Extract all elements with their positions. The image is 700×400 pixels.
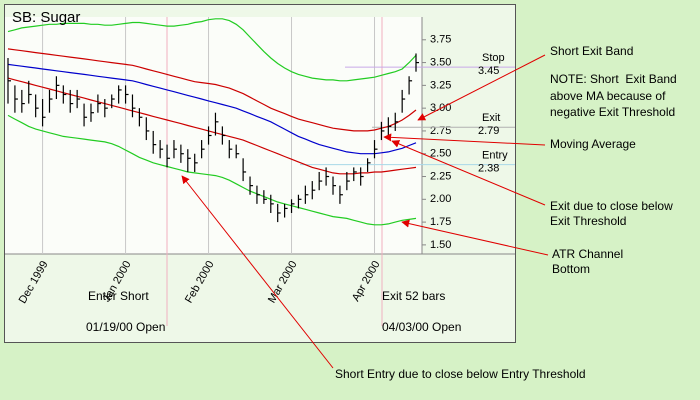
y-tick-label: 2.50 bbox=[430, 148, 451, 160]
band-line bbox=[7, 114, 417, 226]
band-line bbox=[7, 48, 417, 132]
annotation: Enter Short bbox=[88, 289, 149, 303]
band-line bbox=[7, 77, 417, 175]
arrow bbox=[401, 219, 549, 256]
plot bbox=[7, 17, 422, 254]
annotation: 01/19/00 Open bbox=[86, 320, 165, 334]
y-tick-label: 1.75 bbox=[430, 216, 451, 228]
arrows bbox=[181, 54, 549, 369]
level-value: 3.45 bbox=[478, 65, 499, 77]
y-tick-label: 2.25 bbox=[430, 170, 451, 182]
annotation: Short Entry due to close below Entry Thr… bbox=[335, 367, 586, 381]
annotation: 04/03/00 Open bbox=[382, 320, 461, 334]
y-tick-label: 3.25 bbox=[430, 79, 451, 91]
y-tick-label: 2.75 bbox=[430, 125, 451, 137]
arrow bbox=[181, 175, 334, 369]
y-tick-label: 3.75 bbox=[430, 34, 451, 46]
band-line bbox=[7, 63, 417, 155]
level-name: Stop bbox=[482, 52, 505, 64]
annotation: ATR Channel bbox=[552, 247, 623, 261]
y-tick-label: 3.50 bbox=[430, 56, 451, 68]
annotation: above MA because of bbox=[550, 89, 666, 103]
arrow bbox=[383, 133, 546, 146]
level-name: Exit bbox=[482, 112, 500, 124]
plot-area bbox=[5, 17, 422, 254]
annotations: Enter Short 01/19/00 Open Exit 52 bars 0… bbox=[86, 44, 677, 381]
annotation: negative Exit Threshold bbox=[550, 105, 675, 119]
annotation: NOTE: Short Exit Band bbox=[550, 72, 677, 86]
arrow bbox=[391, 140, 546, 206]
chart-title: SB: Sugar bbox=[12, 9, 80, 26]
band-line bbox=[7, 18, 417, 82]
level-value: 2.79 bbox=[478, 125, 499, 137]
annotation: Exit 52 bars bbox=[382, 289, 445, 303]
y-tick-label: 1.50 bbox=[430, 239, 451, 251]
annotation: Short Exit Band bbox=[550, 44, 633, 58]
annotation: Exit due to close below bbox=[550, 199, 673, 213]
level-name: Entry bbox=[482, 150, 508, 162]
annotation: Bottom bbox=[552, 262, 590, 276]
annotation: Exit Threshold bbox=[550, 214, 626, 228]
arrow bbox=[417, 54, 546, 121]
annotation: Moving Average bbox=[550, 137, 636, 151]
y-tick-label: 2.00 bbox=[430, 193, 451, 205]
level-value: 2.38 bbox=[478, 163, 499, 175]
